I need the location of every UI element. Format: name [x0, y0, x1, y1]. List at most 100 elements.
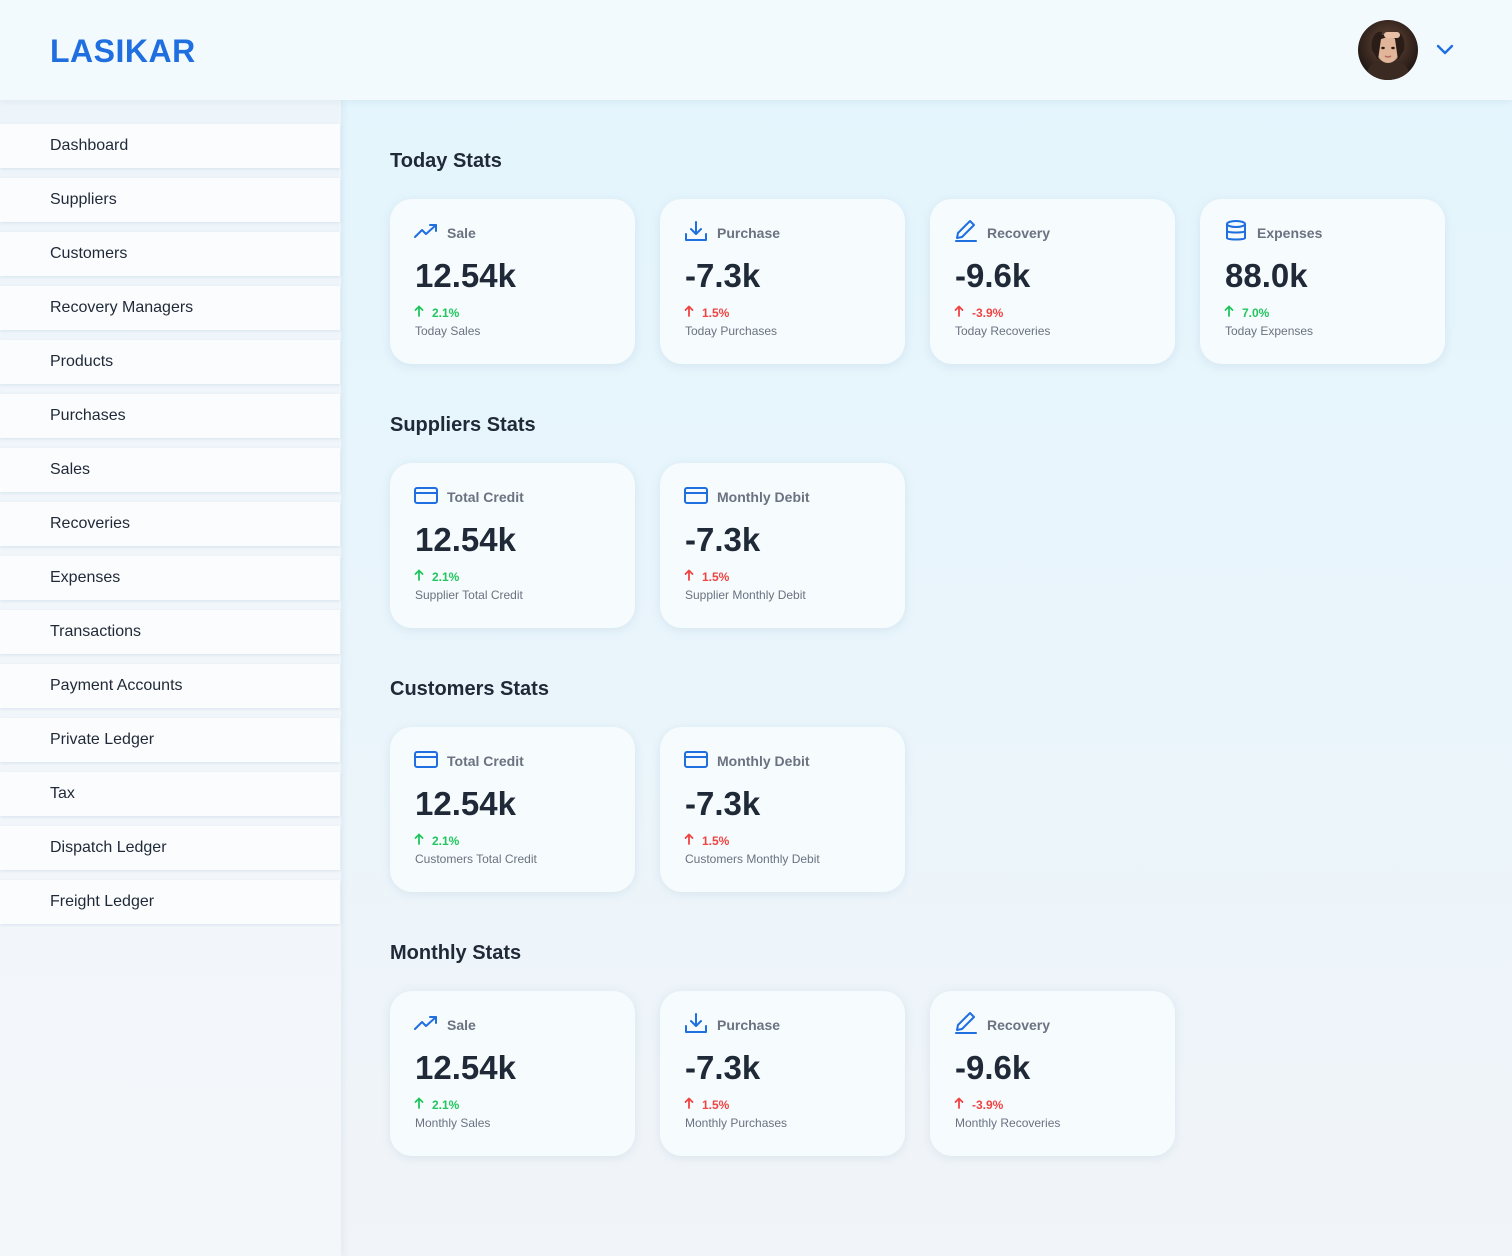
- card-subtitle: Customers Monthly Debit: [685, 852, 820, 866]
- app-logo[interactable]: LASIKAR: [50, 33, 196, 69]
- sidebar-item-products[interactable]: Products: [0, 340, 340, 384]
- card-label: Purchase: [717, 225, 781, 241]
- card-header: Recovery: [953, 1011, 1051, 1037]
- card-change: 2.1%: [414, 833, 459, 848]
- card-subtitle: Today Purchases: [685, 324, 778, 338]
- sidebar-item-customers[interactable]: Customers: [0, 232, 340, 276]
- sidebar-item-freight-ledger[interactable]: Freight Ledger: [0, 880, 340, 924]
- sidebar-item-sales[interactable]: Sales: [0, 448, 340, 492]
- stat-card[interactable]: Total Credit 12.54k 2.1% Customers Total Cr…: [390, 727, 635, 892]
- card-subtitle: Today Recoveries: [955, 324, 1051, 338]
- card-subtitle: Monthly Recoveries: [955, 1116, 1061, 1130]
- card-label: Monthly Debit: [717, 753, 810, 769]
- card-header: Total Credit: [413, 749, 524, 773]
- trending-up-icon: [413, 219, 439, 248]
- card-subtitle: Supplier Total Credit: [415, 588, 523, 602]
- card-value: -7.3k: [685, 1049, 761, 1086]
- sidebar-item-dashboard[interactable]: Dashboard: [0, 124, 340, 168]
- download-icon: [683, 219, 709, 248]
- card-label: Recovery: [987, 1017, 1051, 1033]
- section-title-customers: Customers Stats: [390, 678, 549, 700]
- sidebar-item-private-ledger[interactable]: Private Ledger: [0, 718, 340, 762]
- sidebar-item-transactions[interactable]: Transactions: [0, 610, 340, 654]
- card-change: 2.1%: [414, 305, 459, 320]
- sidebar-item-tax[interactable]: Tax: [0, 772, 340, 816]
- card-change-value: 2.1%: [432, 305, 460, 320]
- stat-card[interactable]: Purchase -7.3k 1.5% Today Purchases: [660, 199, 905, 364]
- card-label: Total Credit: [447, 489, 524, 505]
- credit-card-icon: [683, 483, 709, 512]
- card-change: 7.0%: [1224, 305, 1269, 320]
- trending-up-icon: [413, 1011, 439, 1040]
- card-change: 1.5%: [684, 569, 729, 584]
- card-change: 1.5%: [684, 833, 729, 848]
- card-change: -3.9%: [954, 305, 1003, 320]
- card-value: -9.6k: [955, 257, 1031, 294]
- credit-card-icon: [413, 483, 439, 512]
- card-value: -9.6k: [955, 1049, 1031, 1086]
- card-value: -7.3k: [685, 257, 761, 294]
- stat-card[interactable]: Expenses 88.0k 7.0% Today Expenses: [1200, 199, 1445, 364]
- arrow-up-icon: [414, 305, 432, 320]
- sidebar-item-expenses[interactable]: Expenses: [0, 556, 340, 600]
- download-icon: [683, 1011, 709, 1040]
- card-header: Sale: [413, 1013, 476, 1037]
- card-header: Sale: [413, 221, 476, 245]
- card-label: Expenses: [1257, 225, 1323, 241]
- arrow-up-icon: [1224, 305, 1242, 320]
- stat-card[interactable]: Purchase -7.3k 1.5% Monthly Purchases: [660, 991, 905, 1156]
- arrow-up-icon: [414, 1097, 432, 1112]
- card-subtitle: Today Sales: [415, 324, 481, 338]
- card-value: 12.54k: [415, 785, 516, 822]
- card-subtitle: Today Expenses: [1225, 324, 1314, 338]
- card-label: Purchase: [717, 1017, 781, 1033]
- stat-card[interactable]: Monthly Debit -7.3k 1.5% Customers Monthly …: [660, 727, 905, 892]
- card-header: Expenses: [1223, 219, 1323, 248]
- card-header: Purchase: [683, 219, 781, 248]
- section-title-monthly: Monthly Stats: [390, 942, 522, 964]
- chevron-down-icon[interactable]: [1434, 38, 1456, 60]
- card-change-value: -3.9%: [972, 305, 1004, 320]
- card-header: Monthly Debit: [683, 485, 810, 509]
- card-change-value: 1.5%: [702, 833, 730, 848]
- card-value: 12.54k: [415, 521, 516, 558]
- card-header: Monthly Debit: [683, 749, 810, 773]
- stat-card[interactable]: Recovery -9.6k -3.9% Monthly Recoveries: [930, 991, 1175, 1156]
- card-subtitle: Customers Total Credit: [415, 852, 537, 866]
- stat-card[interactable]: Total Credit 12.54k 2.1% Supplier Total Cre…: [390, 463, 635, 628]
- sidebar-item-purchases[interactable]: Purchases: [0, 394, 340, 438]
- stat-card[interactable]: Sale 12.54k 2.1% Today Sales: [390, 199, 635, 364]
- credit-card-icon: [413, 747, 439, 776]
- user-avatar[interactable]: [1358, 20, 1418, 80]
- card-change-value: 2.1%: [432, 569, 460, 584]
- card-change-value: 7.0%: [1242, 305, 1270, 320]
- card-subtitle: Monthly Purchases: [685, 1116, 788, 1130]
- arrow-up-icon: [954, 1097, 972, 1112]
- card-change: 2.1%: [414, 1097, 459, 1112]
- card-change: 1.5%: [684, 305, 729, 320]
- avatar-image: [1358, 20, 1418, 80]
- sidebar-item-dispatch-ledger[interactable]: Dispatch Ledger: [0, 826, 340, 870]
- sidebar-item-payment-accounts[interactable]: Payment Accounts: [0, 664, 340, 708]
- credit-card-icon: [683, 747, 709, 776]
- top-header: LASIKAR: [0, 0, 1512, 100]
- card-change-value: -3.9%: [972, 1097, 1004, 1112]
- stat-card[interactable]: Monthly Debit -7.3k 1.5% Supplier Monthly D…: [660, 463, 905, 628]
- card-change-value: 2.1%: [432, 833, 460, 848]
- card-label: Monthly Debit: [717, 489, 810, 505]
- card-value: 12.54k: [415, 257, 516, 294]
- card-value: -7.3k: [685, 521, 761, 558]
- card-label: Recovery: [987, 225, 1051, 241]
- sidebar-item-recovery-managers[interactable]: Recovery Managers: [0, 286, 340, 330]
- card-change-value: 2.1%: [432, 1097, 460, 1112]
- card-change-value: 1.5%: [702, 569, 730, 584]
- sidebar-item-suppliers[interactable]: Suppliers: [0, 178, 340, 222]
- card-change-value: 1.5%: [702, 1097, 730, 1112]
- card-label: Total Credit: [447, 753, 524, 769]
- card-header: Purchase: [683, 1011, 781, 1040]
- stat-card[interactable]: Recovery -9.6k -3.9% Today Recoveries: [930, 199, 1175, 364]
- card-value: 12.54k: [415, 1049, 516, 1086]
- sidebar-item-recoveries[interactable]: Recoveries: [0, 502, 340, 546]
- stat-card[interactable]: Sale 12.54k 2.1% Monthly Sales: [390, 991, 635, 1156]
- database-icon: [1223, 219, 1249, 248]
